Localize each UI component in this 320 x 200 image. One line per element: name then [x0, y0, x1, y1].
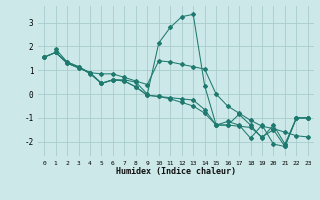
X-axis label: Humidex (Indice chaleur): Humidex (Indice chaleur)	[116, 167, 236, 176]
